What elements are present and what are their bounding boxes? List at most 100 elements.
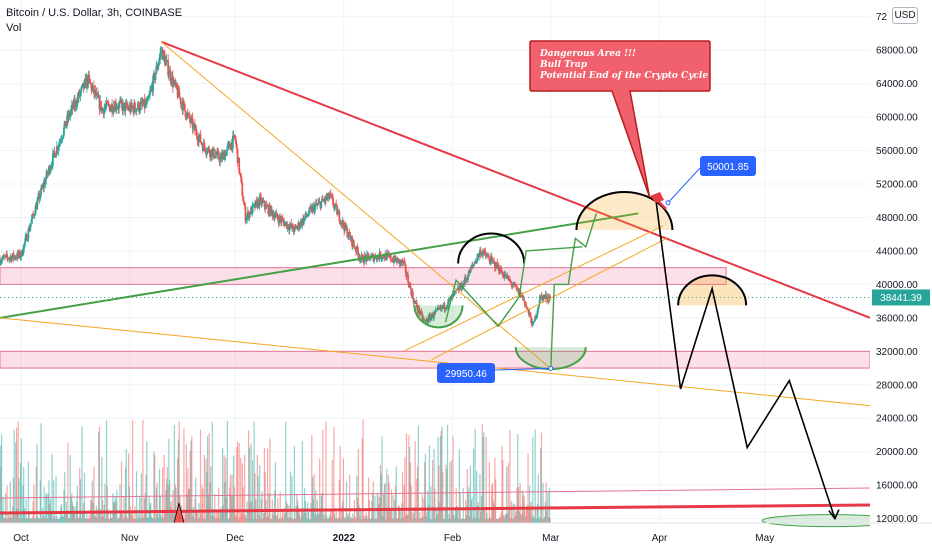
volume-bar: [109, 510, 112, 523]
candle-body: [205, 152, 208, 154]
volume-bar: [359, 516, 361, 523]
volume-bar: [76, 485, 78, 523]
y-tick-label: 32000.00: [876, 347, 918, 358]
candle-body: [36, 197, 39, 202]
candle-body: [149, 88, 152, 92]
candle-body: [327, 193, 330, 199]
candle-body: [496, 262, 499, 268]
volume-bar: [439, 502, 441, 523]
volume-bar: [156, 482, 158, 523]
volume-bar: [428, 445, 430, 523]
volume-bar: [46, 518, 48, 523]
candle-body: [523, 300, 526, 306]
volume-bar: [466, 468, 468, 523]
volume-bar: [130, 512, 132, 523]
volume-bar: [422, 516, 424, 523]
volume-bar: [535, 508, 537, 523]
volume-bar: [524, 511, 526, 523]
volume-bar: [341, 507, 343, 523]
volume-bar: [255, 518, 258, 523]
volume-bar: [15, 427, 18, 523]
candle-body: [385, 253, 388, 261]
candle-body: [367, 253, 370, 257]
candle-body: [239, 172, 241, 174]
volume-bar: [366, 515, 368, 523]
volume-bar: [442, 518, 445, 523]
candle-body: [471, 265, 473, 268]
candle-body: [346, 228, 349, 238]
volume-bar: [50, 510, 52, 523]
candle-body: [540, 295, 543, 297]
volume-bar: [229, 487, 231, 523]
candle-body: [59, 140, 61, 143]
x-axis[interactable]: Oct Nov Dec 2022 Feb Mar Apr May: [0, 522, 932, 544]
volume-bar: [251, 501, 253, 523]
volume-bar: [107, 509, 109, 523]
candle-body: [159, 52, 162, 58]
volume-bar: [452, 436, 454, 523]
volume-bar: [506, 466, 508, 523]
candle-body: [507, 275, 510, 280]
volume-bar: [218, 487, 220, 523]
candle-body: [503, 274, 506, 278]
volume-bar: [515, 511, 517, 523]
bullish-projection: [550, 213, 598, 369]
volume-bar: [331, 460, 333, 523]
volume-bar: [191, 515, 194, 523]
volume-bar: [3, 517, 5, 523]
candle-body: [531, 321, 534, 326]
volume-bar: [188, 488, 191, 523]
candle-body: [63, 127, 65, 136]
candle-body: [276, 212, 278, 218]
volume-bar: [408, 435, 410, 523]
grid: [0, 0, 870, 523]
volume-bar: [108, 518, 110, 523]
volume-bar: [538, 518, 540, 523]
volume-bar: [399, 511, 401, 523]
volume-bar: [409, 446, 411, 523]
volume-bar: [248, 430, 250, 523]
candle-body: [436, 308, 439, 310]
currency-button[interactable]: USD: [892, 7, 918, 24]
projection-arrowhead: [828, 509, 840, 521]
volume-bar: [301, 440, 303, 523]
y-axis[interactable]: 12000.00 16000.00 20000.00 24000.00 28000.00…: [870, 0, 932, 550]
volume-bar: [472, 518, 474, 523]
volume-bar: [192, 507, 194, 523]
candle-body: [473, 263, 476, 265]
volume-bar: [368, 477, 370, 523]
volume-bar: [69, 455, 71, 523]
candle-body: [330, 195, 333, 197]
volume-bar: [165, 478, 168, 523]
volume-bar: [42, 507, 44, 523]
candle-body: [280, 218, 283, 223]
candle-body: [494, 268, 497, 270]
volume-bar: [317, 513, 319, 523]
volume-bar: [454, 509, 457, 523]
candle-body: [24, 237, 27, 244]
candle-body: [227, 144, 230, 147]
candle-body: [470, 267, 473, 269]
volume-bar: [354, 516, 356, 523]
volume-bar: [437, 437, 439, 523]
candle-body: [494, 261, 496, 269]
volume-bar: [435, 518, 437, 523]
volume-bar: [208, 432, 210, 523]
volume-bar: [464, 518, 466, 523]
danger-callout: [529, 40, 711, 198]
candle-body: [491, 258, 494, 261]
volume-bar: [502, 515, 505, 523]
candle-body: [242, 196, 245, 202]
volume-bar: [222, 505, 224, 523]
candle-body: [101, 107, 104, 109]
candle-body: [178, 88, 181, 98]
candle-body: [512, 285, 514, 287]
volume-bar: [53, 479, 55, 523]
volume-bar: [221, 511, 223, 523]
volume-bar: [426, 511, 428, 523]
volume-bar: [544, 516, 546, 523]
candle-body: [352, 240, 355, 245]
volume-bar: [530, 502, 532, 523]
volume-bar: [243, 514, 245, 523]
